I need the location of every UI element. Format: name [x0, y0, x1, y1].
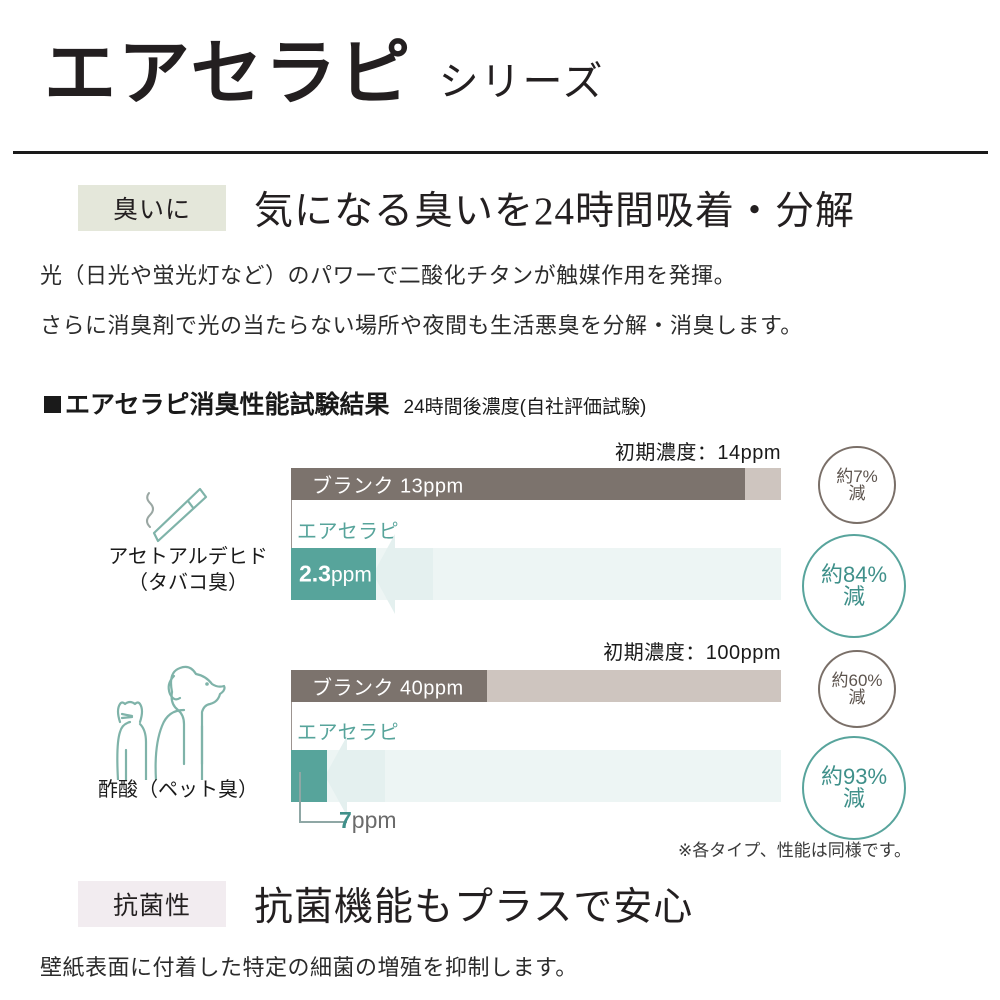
- chart-subtitle: 24時間後濃度(自社評価試験): [403, 397, 647, 418]
- reduction-badge-blank-1: 約7% 減: [818, 446, 896, 524]
- title-divider: [13, 151, 988, 154]
- airtherapy-label-1: エアセラピ: [297, 521, 400, 543]
- caption-acetaldehyde: アセトアルデヒド （タバコ臭）: [58, 545, 318, 596]
- airtherapy-label-2: エアセラピ: [297, 722, 400, 744]
- odor-paragraph-1: 光（日光や蛍光灯など）のパワーで二酸化チタンが触媒作用を発揮。: [40, 263, 737, 288]
- blank-bar-label-1: ブランク 13ppm: [312, 475, 464, 498]
- blank-track-2: ブランク 40ppm: [291, 670, 781, 702]
- reduction-badge-blank-2: 約60% 減: [818, 650, 896, 728]
- reduction-badge-air-2-line2: 減: [842, 786, 865, 811]
- odor-badge: 臭いに: [78, 185, 226, 231]
- caption-acetic-acid-line1: 酢酸（ペット臭）: [98, 779, 258, 801]
- reduction-badge-air-1-line1: 約84%: [820, 561, 888, 587]
- antibacterial-headline: 抗菌機能もプラスで安心: [254, 886, 694, 929]
- airtherapy-bar-1: 2.3ppm: [291, 548, 376, 600]
- dog-cat-icon: [110, 662, 238, 780]
- page-title: エアセラピ シリーズ: [44, 38, 605, 110]
- blank-bar-1: ブランク 13ppm: [291, 468, 745, 500]
- airtherapy-bar-value-1: 2.3ppm: [299, 560, 372, 587]
- reduction-badge-air-1: 約84% 減: [802, 534, 906, 638]
- reduction-badge-blank-2-line1: 約60%: [831, 670, 883, 690]
- square-bullet-icon: [44, 396, 61, 413]
- reduction-badge-air-1-line2: 減: [842, 584, 865, 609]
- blank-track-1: ブランク 13ppm: [291, 468, 781, 500]
- caption-acetaldehyde-line2: （タバコ臭）: [128, 571, 248, 594]
- cigarette-icon: [128, 475, 218, 547]
- odor-section-heading: 臭いに 気になる臭いを24時間吸着・分解: [78, 180, 855, 236]
- reduction-badge-blank-1-line2: 減: [848, 484, 866, 503]
- airtherapy-bar-2: [291, 750, 327, 802]
- reduction-badge-air-2: 約93% 減: [802, 736, 906, 840]
- chart-footnote: ※各タイプ、性能は同様です。: [678, 841, 912, 860]
- reduction-badge-air-2-line1: 約93%: [820, 763, 888, 789]
- brand-title: エアセラピ: [44, 34, 413, 114]
- axis-separator-2: [291, 702, 292, 750]
- odor-headline: 気になる臭いを24時間吸着・分解: [254, 190, 856, 233]
- odor-paragraph-2: さらに消臭剤で光の当たらない場所や夜間も生活悪臭を分解・消臭します。: [40, 313, 803, 338]
- reduction-arrow-2: [325, 736, 385, 816]
- antibacterial-badge: 抗菌性: [78, 881, 226, 927]
- caption-acetic-acid: 酢酸（ペット臭）: [48, 778, 308, 804]
- blank-bar-label-2: ブランク 40ppm: [312, 677, 464, 700]
- chart-header: エアセラピ消臭性能試験結果 24時間後濃度(自社評価試験): [44, 385, 646, 421]
- reduction-badge-blank-1-line1: 約7%: [836, 466, 878, 486]
- reduction-arrow-1: [373, 534, 433, 614]
- antibacterial-paragraph-1: 壁紙表面に付着した特定の細菌の増殖を抑制します。: [40, 955, 578, 980]
- blank-bar-2: ブランク 40ppm: [291, 670, 487, 702]
- axis-separator-1: [291, 500, 292, 548]
- initial-concentration-label-1: 初期濃度：14ppm: [614, 442, 781, 464]
- antibacterial-section-heading: 抗菌性 抗菌機能もプラスで安心: [78, 876, 693, 932]
- initial-concentration-label-2: 初期濃度：100ppm: [603, 642, 781, 664]
- chart-title: エアセラピ消臭性能試験結果: [65, 391, 390, 419]
- reduction-badge-blank-2-line2: 減: [848, 688, 866, 707]
- callout-7ppm-text: 7ppm: [339, 807, 397, 833]
- brand-subtitle: シリーズ: [438, 59, 605, 104]
- caption-acetaldehyde-line1: アセトアルデヒド: [108, 546, 268, 568]
